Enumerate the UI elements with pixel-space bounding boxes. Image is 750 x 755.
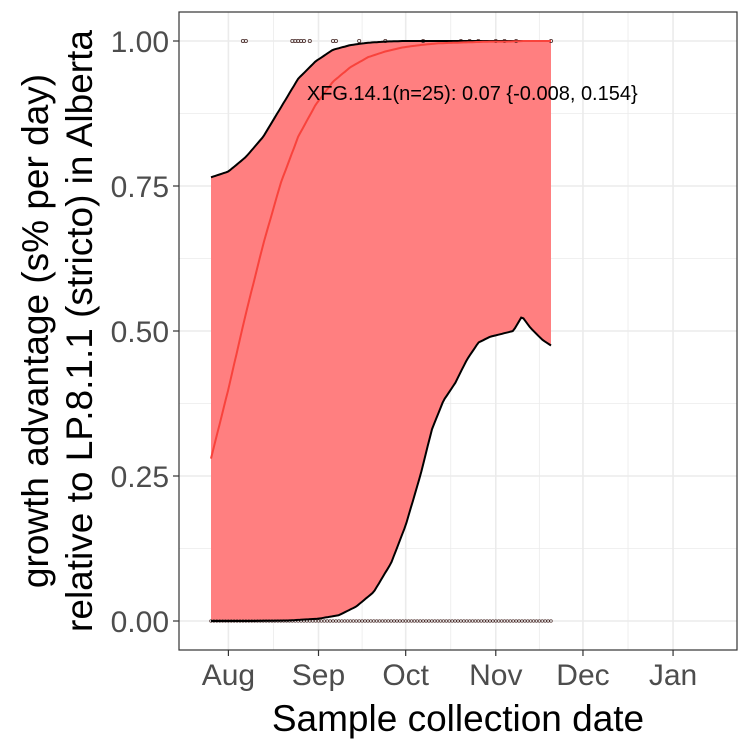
y-tick-label: 1.00 <box>111 26 169 59</box>
y-tick-label: 0.50 <box>111 316 169 349</box>
observation-point <box>549 619 553 623</box>
y-axis-title-line-1: growth advantage (s% per day) <box>15 74 56 588</box>
y-tick-label: 0.25 <box>111 461 169 494</box>
x-axis-title: Sample collection date <box>272 698 644 739</box>
lines-layer <box>210 40 552 622</box>
observation-point <box>357 39 362 44</box>
fit-line <box>210 40 551 459</box>
x-tick-label: Jan <box>649 659 697 692</box>
lower-bound-line <box>211 316 552 622</box>
x-tick-label: Aug <box>202 659 255 692</box>
observation-point <box>333 39 338 44</box>
y-tick-label: 0.75 <box>111 171 169 204</box>
x-tick-label: Sep <box>292 659 345 692</box>
observation-point <box>243 39 248 44</box>
ticks-layer: 0.00 0.25 0.50 0.75 1.00 Aug Sep Oct Nov Dec Jan <box>111 26 698 692</box>
fit-annotation: XFG.14.1(n=25): 0.07 {-0.008, 0.154} <box>307 83 638 105</box>
points-layer <box>209 39 554 623</box>
x-tick-label: Dec <box>556 659 609 692</box>
x-tick-label: Nov <box>469 659 522 692</box>
ribbon-layer <box>211 41 551 621</box>
y-tick-label: 0.00 <box>111 606 169 639</box>
observation-point <box>301 39 306 44</box>
y-axis-title-line-2: relative to LP.8.1.1 (stricto) in Albert… <box>59 30 100 632</box>
observation-point <box>307 39 312 44</box>
confidence-ribbon <box>211 41 551 621</box>
x-tick-label: Oct <box>382 659 429 692</box>
